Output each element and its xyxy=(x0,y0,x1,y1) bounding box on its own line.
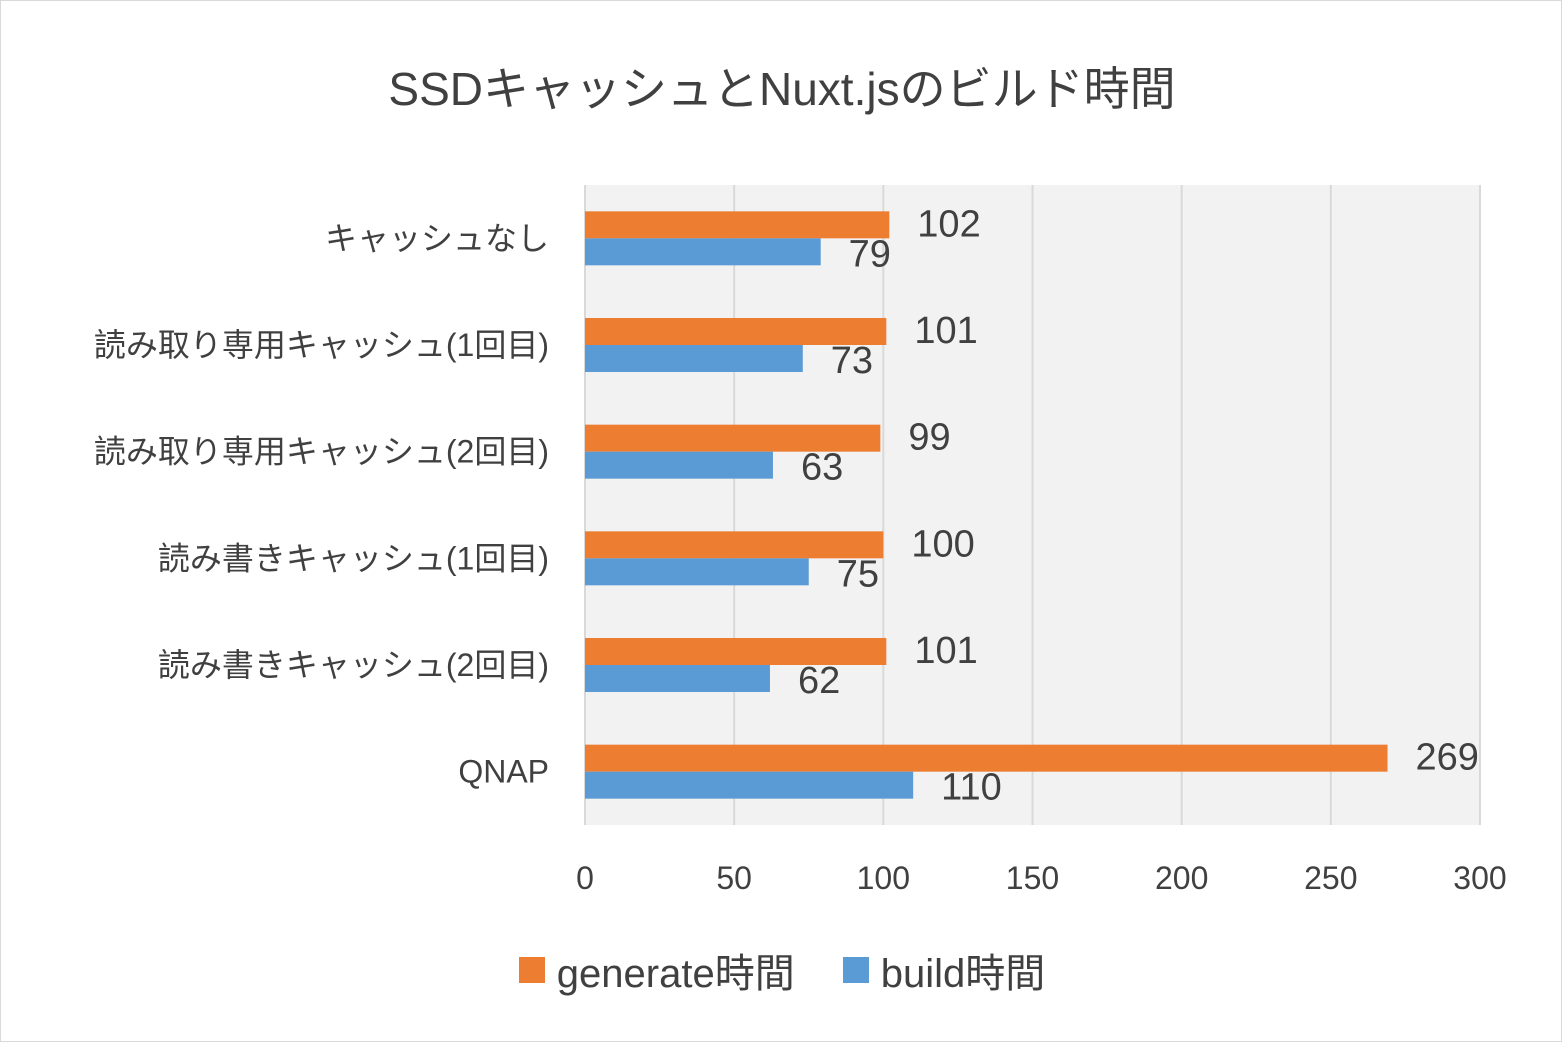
bar-build-1 xyxy=(585,345,803,372)
chart-title: SSDキャッシュとNuxt.jsのビルド時間 xyxy=(388,63,1176,115)
bar-build-4 xyxy=(585,665,770,692)
category-label-5: QNAP xyxy=(458,754,549,790)
bars xyxy=(585,211,1388,799)
data-label-generate-5: 269 xyxy=(1416,737,1479,779)
x-tick-label-0: 0 xyxy=(576,860,594,896)
x-tick-label-50: 50 xyxy=(716,860,752,896)
category-label-4: 読み書きキャッシュ(2回目) xyxy=(158,647,549,683)
x-tick-label-200: 200 xyxy=(1155,860,1208,896)
data-label-build-5: 110 xyxy=(941,767,1002,809)
bar-generate-3 xyxy=(585,531,884,559)
legend-swatch-build xyxy=(842,957,869,983)
x-tick-label-300: 300 xyxy=(1453,860,1506,896)
gridlines xyxy=(584,185,1481,825)
data-label-build-3: 75 xyxy=(837,553,879,595)
data-label-generate-0: 102 xyxy=(917,203,980,245)
data-label-generate-1: 101 xyxy=(914,310,977,352)
bar-generate-5 xyxy=(585,744,1388,772)
bar-build-2 xyxy=(585,451,773,479)
data-label-build-4: 62 xyxy=(798,660,840,702)
data-label-generate-3: 100 xyxy=(911,523,974,565)
legend-label-generate: generate時間 xyxy=(556,952,795,996)
bar-build-3 xyxy=(585,558,809,586)
x-tick-label-250: 250 xyxy=(1304,860,1357,896)
x-tick-label-150: 150 xyxy=(1006,860,1059,896)
data-label-build-0: 79 xyxy=(849,233,891,275)
data-label-build-1: 73 xyxy=(831,340,873,382)
bar-generate-1 xyxy=(585,318,887,345)
legend-item-generate: generate時間 xyxy=(518,941,795,999)
category-label-3: 読み書きキャッシュ(1回目) xyxy=(158,540,549,576)
data-label-generate-4: 101 xyxy=(914,630,977,672)
bar-generate-4 xyxy=(585,638,887,665)
legend-swatch-generate xyxy=(518,957,545,983)
data-labels: 102 79 101 73 99 63 100 75 101 62 269 110 xyxy=(798,203,1479,808)
legend: generate時間 build時間 xyxy=(1,941,1562,999)
x-axis-tick-labels: 0 50 100 150 200 250 300 xyxy=(576,860,1507,896)
bar-build-5 xyxy=(585,771,914,799)
bar-generate-2 xyxy=(585,424,881,452)
legend-label-build: build時間 xyxy=(880,952,1046,996)
legend-item-build: build時間 xyxy=(842,941,1046,999)
category-label-0: キャッシュなし xyxy=(325,220,549,256)
category-label-1: 読み取り専用キャッシュ(1回目) xyxy=(94,327,549,363)
bar-build-0 xyxy=(585,238,821,266)
data-label-generate-2: 99 xyxy=(908,417,950,459)
data-label-build-2: 63 xyxy=(801,447,843,489)
x-tick-label-100: 100 xyxy=(857,860,910,896)
category-label-2: 読み取り専用キャッシュ(2回目) xyxy=(94,434,549,470)
bar-generate-0 xyxy=(585,211,890,239)
